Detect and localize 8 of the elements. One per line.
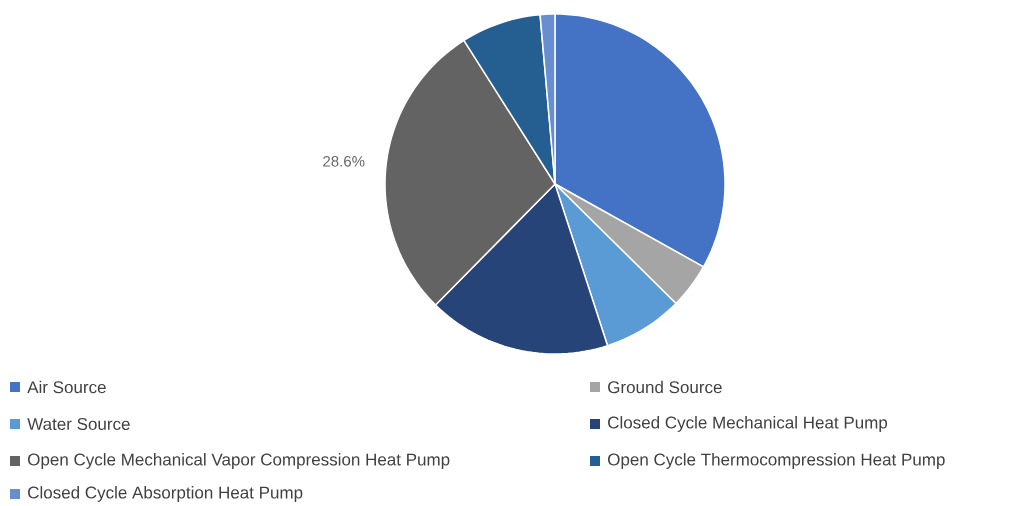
legend-label: Closed Cycle Absorption Heat Pump bbox=[28, 486, 303, 502]
legend-label: Water Source bbox=[27, 417, 130, 431]
legend-label: Air Source bbox=[27, 380, 106, 394]
data-label: 28.6% bbox=[323, 156, 365, 167]
legend-label: Ground Source bbox=[608, 380, 722, 394]
legend-label: Open Cycle Mechanical Vapor Compression Heat Pump bbox=[28, 453, 450, 469]
legend-label: Closed Cycle Mechanical Heat Pump bbox=[608, 416, 888, 432]
legend-label: Open Cycle Thermocompression Heat Pump bbox=[608, 453, 945, 469]
